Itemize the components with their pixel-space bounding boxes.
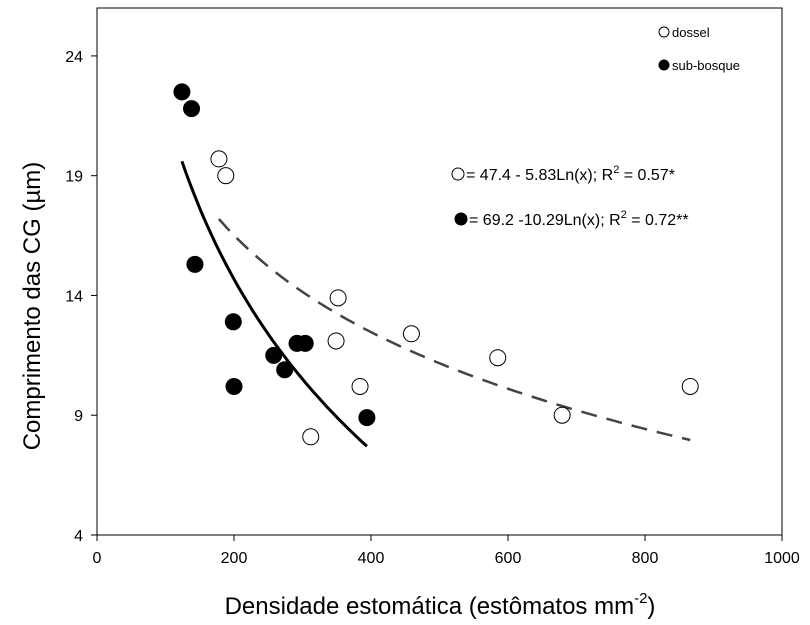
y-tick-label: 4 <box>74 528 83 545</box>
fit-line-dossel <box>217 218 691 442</box>
equation-dossel-main: = 47.4 - 5.83Ln(x); R <box>466 167 613 184</box>
point-dossel <box>329 289 347 307</box>
point-dossel <box>327 332 345 350</box>
point-sub-bosque <box>225 377 243 395</box>
equation-sub-bosque-main: = 69.2 -10.29Ln(x); R <box>469 212 621 229</box>
point-sub-bosque <box>358 409 376 427</box>
x-axis-label-close: ) <box>647 593 655 620</box>
y-axis-label: Comprimento das CG (µm) <box>19 162 46 451</box>
legend-label-sub-bosque: sub-bosque <box>672 58 740 73</box>
point-dossel <box>553 406 571 424</box>
point-dossel <box>217 167 235 185</box>
x-tick-label: 400 <box>358 550 385 567</box>
fit-lines <box>180 160 691 448</box>
point-sub-bosque <box>173 83 191 101</box>
point-dossel <box>402 325 420 343</box>
equation-sub-bosque-sup: 2 <box>621 209 627 221</box>
equation-dossel-sup: 2 <box>613 164 619 176</box>
y-tick-label: 24 <box>65 49 83 66</box>
point-dossel <box>302 428 320 446</box>
legend: dossel sub-bosque <box>658 25 740 73</box>
y-tick-label: 19 <box>65 169 83 186</box>
equations: = 47.4 - 5.83Ln(x); R2 = 0.57* = 69.2 -1… <box>451 164 689 229</box>
x-tick-label: 0 <box>93 550 102 567</box>
equation-dossel-tail: = 0.57* <box>619 167 675 184</box>
equation-marker-sub-bosque <box>454 212 468 226</box>
point-dossel <box>351 377 369 395</box>
point-sub-bosque <box>183 100 201 118</box>
equation-sub-bosque: = 69.2 -10.29Ln(x); R2 = 0.72** <box>469 209 689 229</box>
point-sub-bosque <box>296 334 314 352</box>
legend-marker-dossel <box>658 26 670 38</box>
x-tick-label: 200 <box>221 550 248 567</box>
point-sub-bosque <box>265 346 283 364</box>
x-tick-label: 600 <box>495 550 522 567</box>
axes: 0 200 400 600 800 1000 4 9 14 19 24 <box>65 7 800 567</box>
y-tick-label: 9 <box>74 408 83 425</box>
x-axis-label: Densidade estomática (estômatos mm-2) <box>225 590 656 620</box>
x-tick-label: 1000 <box>764 550 800 567</box>
point-sub-bosque <box>276 361 294 379</box>
data-points <box>173 83 699 446</box>
point-sub-bosque <box>186 255 204 273</box>
equation-marker-dossel <box>451 167 465 181</box>
legend-marker-sub-bosque <box>658 59 670 71</box>
x-axis-label-main: Densidade estomática (estômatos mm <box>225 593 635 620</box>
fit-line-sub-bosque <box>180 160 368 448</box>
point-dossel <box>210 150 228 168</box>
equation-sub-bosque-tail: = 0.72** <box>627 212 689 229</box>
legend-label-dossel: dossel <box>672 25 710 40</box>
plot-frame <box>96 7 783 536</box>
y-tick-label: 14 <box>65 288 83 305</box>
point-dossel <box>681 377 699 395</box>
equation-dossel: = 47.4 - 5.83Ln(x); R2 = 0.57* <box>466 164 675 184</box>
x-tick-label: 800 <box>632 550 659 567</box>
x-axis-label-sup: -2 <box>634 590 647 607</box>
point-dossel <box>489 349 507 367</box>
point-sub-bosque <box>224 313 242 331</box>
